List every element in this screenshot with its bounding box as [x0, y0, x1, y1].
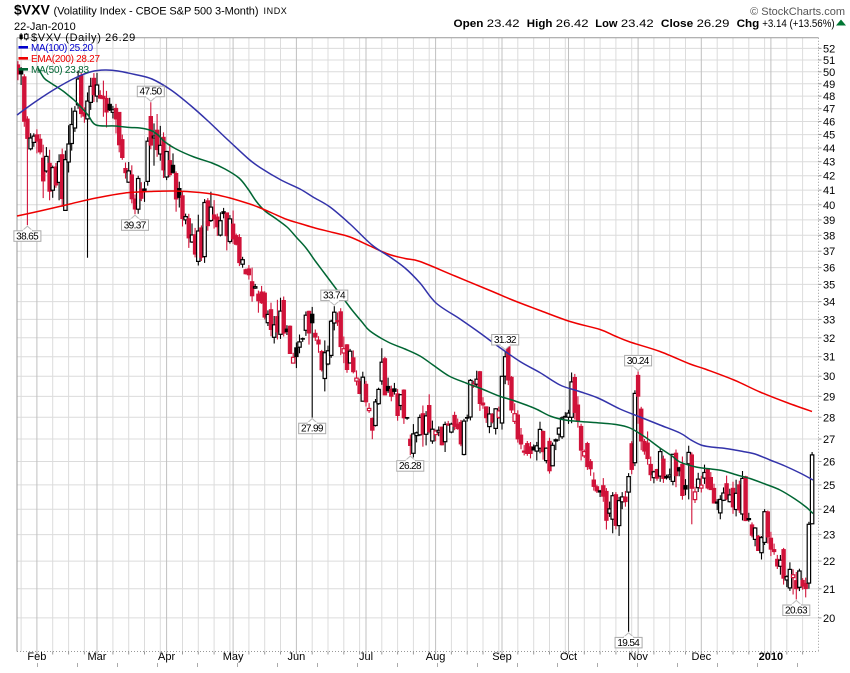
- svg-text:24: 24: [823, 504, 835, 516]
- svg-text:43: 43: [823, 157, 835, 169]
- svg-text:20.63: 20.63: [785, 606, 808, 617]
- svg-text:47.50: 47.50: [140, 87, 163, 98]
- svg-text:35: 35: [823, 279, 835, 291]
- svg-text:MA(100) 25.20: MA(100) 25.20: [31, 43, 93, 54]
- svg-text:23: 23: [823, 530, 835, 542]
- svg-text:Feb: Feb: [27, 651, 46, 663]
- svg-text:36: 36: [823, 263, 835, 275]
- svg-text:30: 30: [823, 371, 835, 383]
- svg-text:Oct: Oct: [560, 651, 577, 663]
- svg-text:45: 45: [823, 130, 835, 142]
- svg-text:34: 34: [823, 297, 835, 309]
- svg-text:High: High: [527, 18, 553, 30]
- svg-text:26.42: 26.42: [556, 18, 589, 30]
- svg-text:47: 47: [823, 104, 835, 116]
- svg-text:INDX: INDX: [264, 6, 288, 16]
- svg-text:22: 22: [823, 556, 835, 568]
- svg-text:46: 46: [823, 117, 835, 129]
- svg-text:$VXV: $VXV: [14, 2, 50, 18]
- svg-text:Low: Low: [595, 18, 618, 30]
- svg-text:32: 32: [823, 333, 835, 345]
- svg-text:39.37: 39.37: [124, 220, 147, 231]
- svg-text:26: 26: [823, 457, 835, 469]
- svg-text:EMA(200) 28.27: EMA(200) 28.27: [31, 54, 100, 65]
- svg-text:Open: Open: [454, 18, 484, 30]
- svg-text:2010: 2010: [759, 651, 783, 663]
- svg-text:© StockCharts.com: © StockCharts.com: [750, 6, 845, 18]
- svg-text:27.99: 27.99: [301, 424, 324, 435]
- svg-text:Jun: Jun: [288, 651, 306, 663]
- svg-text:Sep: Sep: [492, 651, 512, 663]
- svg-text:+3.14 (+13.56%): +3.14 (+13.56%): [762, 18, 834, 30]
- svg-text:May: May: [223, 651, 244, 663]
- svg-text:50: 50: [823, 67, 835, 79]
- svg-text:27: 27: [823, 434, 835, 446]
- svg-text:MA(50) 23.83: MA(50) 23.83: [31, 65, 89, 76]
- svg-text:52: 52: [823, 43, 835, 55]
- svg-text:25: 25: [823, 480, 835, 492]
- svg-text:31: 31: [823, 352, 835, 364]
- svg-text:31.32: 31.32: [494, 335, 517, 346]
- svg-text:$VXV (Daily) 26.29: $VXV (Daily) 26.29: [31, 32, 136, 44]
- svg-text:21: 21: [823, 584, 835, 596]
- svg-text:42: 42: [823, 171, 835, 183]
- svg-text:28: 28: [823, 412, 835, 424]
- svg-text:Nov: Nov: [628, 651, 648, 663]
- svg-text:37: 37: [823, 246, 835, 258]
- svg-text:38.65: 38.65: [16, 231, 39, 242]
- svg-text:26.28: 26.28: [399, 461, 422, 472]
- svg-text:22-Jan-2010: 22-Jan-2010: [14, 21, 76, 33]
- svg-text:Apr: Apr: [158, 651, 175, 663]
- svg-text:19.54: 19.54: [617, 638, 640, 649]
- svg-text:26.29: 26.29: [697, 18, 730, 30]
- svg-text:Aug: Aug: [426, 651, 446, 663]
- svg-text:20: 20: [823, 613, 835, 625]
- svg-text:23.42: 23.42: [487, 18, 520, 30]
- svg-text:40: 40: [823, 200, 835, 212]
- svg-text:51: 51: [823, 55, 835, 67]
- svg-text:33: 33: [823, 314, 835, 326]
- svg-text:44: 44: [823, 143, 835, 155]
- svg-text:Chg: Chg: [737, 18, 760, 30]
- svg-text:49: 49: [823, 79, 835, 91]
- svg-text:Close: Close: [661, 18, 693, 30]
- svg-text:(Volatility Index - CBOE S&P 5: (Volatility Index - CBOE S&P 500 3-Month…: [54, 6, 259, 18]
- svg-text:33.74: 33.74: [323, 291, 346, 302]
- svg-text:41: 41: [823, 185, 835, 197]
- svg-text:39: 39: [823, 215, 835, 227]
- svg-text:48: 48: [823, 91, 835, 103]
- svg-text:23.42: 23.42: [621, 18, 654, 30]
- svg-text:Mar: Mar: [88, 651, 107, 663]
- svg-text:29: 29: [823, 391, 835, 403]
- svg-text:38: 38: [823, 230, 835, 242]
- svg-text:Dec: Dec: [692, 651, 712, 663]
- svg-text:30.24: 30.24: [627, 356, 650, 367]
- svg-text:Jul: Jul: [359, 651, 373, 663]
